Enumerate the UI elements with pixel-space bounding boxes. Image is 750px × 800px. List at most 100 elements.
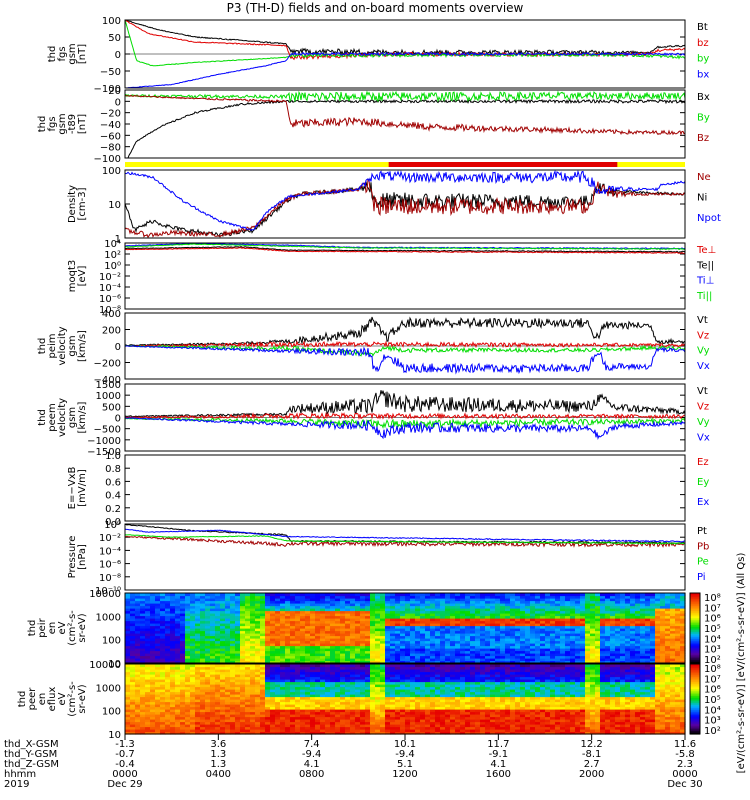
spec-cell: [405, 660, 411, 664]
spec-cell: [170, 721, 176, 725]
spec-cell: [520, 625, 526, 629]
spec-cell: [200, 658, 206, 662]
ytick-efield-3: 0.4: [105, 491, 121, 502]
spec-cell: [215, 633, 221, 637]
spec-cell: [300, 696, 306, 700]
spec-cell: [410, 699, 416, 703]
spec-cell: [445, 650, 451, 654]
spec-cell: [325, 674, 331, 678]
spec-cell: [450, 643, 456, 647]
spec-cell: [600, 660, 606, 664]
spec-cell: [495, 658, 501, 662]
spec-cell: [200, 620, 206, 624]
spec-cell: [515, 655, 521, 659]
spec-cell: [150, 709, 156, 713]
spec-cell: [305, 706, 311, 710]
spec-cell: [420, 595, 426, 599]
spec-cell: [460, 593, 466, 597]
spec-cell: [605, 633, 611, 637]
spec-cell: [435, 623, 441, 627]
spec-cell: [620, 635, 626, 639]
spec-cell: [125, 729, 131, 733]
spec-cell: [385, 655, 391, 659]
spec-cell: [585, 628, 591, 632]
spec-cell: [255, 660, 261, 664]
spec-cell: [330, 628, 336, 632]
spec-cell: [240, 620, 246, 624]
spec-cell: [625, 648, 631, 652]
spec-cell: [330, 729, 336, 733]
spec-cell: [320, 696, 326, 700]
spec-cell: [355, 731, 361, 735]
spec-cell: [130, 640, 136, 644]
spec-cell: [340, 635, 346, 639]
spec-cell: [210, 679, 216, 683]
spec-cell: [385, 643, 391, 647]
spec-cell: [225, 696, 231, 700]
spec-cell: [160, 628, 166, 632]
spec-cell: [510, 608, 516, 612]
spec-cell: [395, 595, 401, 599]
spec-cell: [565, 610, 571, 614]
spec-cell: [220, 724, 226, 728]
spec-cell: [175, 671, 181, 675]
spec-cell: [290, 726, 296, 730]
spec-cell: [560, 620, 566, 624]
spec-cell: [400, 618, 406, 622]
spec-cell: [270, 664, 276, 668]
spec-cell: [185, 679, 191, 683]
spec-cell: [295, 671, 301, 675]
spec-cell: [270, 716, 276, 720]
spec-cell: [175, 645, 181, 649]
spec-cell: [175, 605, 181, 609]
spec-cell: [305, 630, 311, 634]
spec-cell: [615, 623, 621, 627]
spec-cell: [275, 648, 281, 652]
spec-cell: [665, 600, 671, 604]
spec-cell: [325, 603, 331, 607]
spec-cell: [275, 711, 281, 715]
spec-cell: [145, 711, 151, 715]
spec-cell: [340, 691, 346, 695]
spec-cell: [475, 653, 481, 657]
spec-cell: [335, 620, 341, 624]
spec-cell: [245, 706, 251, 710]
spec-cell: [295, 709, 301, 713]
spec-cell: [560, 615, 566, 619]
spec-cell: [160, 724, 166, 728]
spec-cell: [255, 716, 261, 720]
spec-cell: [350, 605, 356, 609]
spec-cell: [255, 676, 261, 680]
spec-cell: [315, 620, 321, 624]
spec-cell: [530, 625, 536, 629]
spec-cell: [240, 704, 246, 708]
spec-cell: [625, 650, 631, 654]
spec-cell: [255, 726, 261, 730]
spec-cell: [320, 709, 326, 713]
spec-cell: [155, 696, 161, 700]
spec-cell: [680, 640, 686, 644]
spec-cell: [140, 618, 146, 622]
spec-cell: [370, 638, 376, 642]
spec-cell: [550, 633, 556, 637]
spec-cell: [155, 704, 161, 708]
spec-cell: [180, 691, 186, 695]
spec-cell: [170, 716, 176, 720]
spec-cell: [145, 716, 151, 720]
spec-cell: [245, 615, 251, 619]
spec-cell: [550, 635, 556, 639]
spec-cell: [410, 709, 416, 713]
spec-cell: [430, 620, 436, 624]
spec-cell: [420, 625, 426, 629]
spec-cell: [525, 645, 531, 649]
spec-cell: [285, 684, 291, 688]
spec-cell: [295, 716, 301, 720]
spec-cell: [270, 671, 276, 675]
spec-cell: [330, 701, 336, 705]
spec-cell: [335, 655, 341, 659]
spec-cell: [175, 643, 181, 647]
spec-cell: [525, 603, 531, 607]
spec-cell: [345, 635, 351, 639]
spec-cell: [205, 618, 211, 622]
spec-cell: [190, 613, 196, 617]
